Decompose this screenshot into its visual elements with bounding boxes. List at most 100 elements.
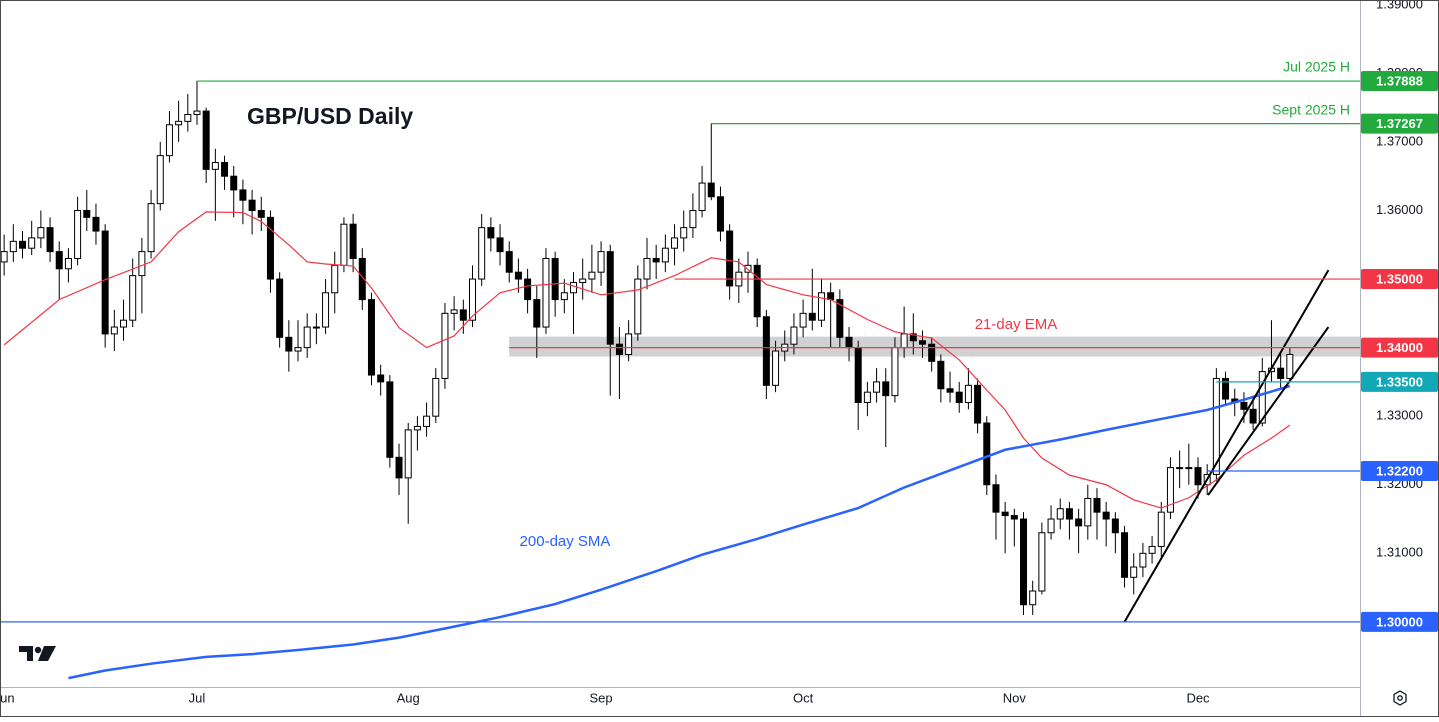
sma-label: 200-day SMA <box>520 533 611 550</box>
candle-body <box>1056 508 1064 520</box>
candle-body <box>817 292 825 321</box>
candle-body <box>652 257 660 263</box>
candle-body <box>386 381 394 458</box>
candle-body <box>1047 518 1055 534</box>
candle-body <box>597 251 605 273</box>
candle-body <box>468 278 476 321</box>
candle-body <box>689 209 697 229</box>
candle-body <box>496 237 504 253</box>
candle-body <box>1139 552 1147 568</box>
candle-body <box>524 278 532 301</box>
price-label-box <box>1361 461 1438 482</box>
candle-body <box>349 223 357 259</box>
candle-body <box>459 309 467 321</box>
candle-body <box>441 312 449 379</box>
candle-body <box>808 312 816 321</box>
candle-body <box>514 271 522 280</box>
candle-body <box>423 415 431 427</box>
candle-body <box>588 271 596 280</box>
price-label-box <box>1361 269 1438 290</box>
candle-body <box>46 227 54 253</box>
y-tick-label: 1.33000 <box>1376 408 1423 423</box>
candle-body <box>413 425 421 431</box>
candle-body <box>147 203 155 253</box>
candle-body <box>1185 467 1193 470</box>
candle-body <box>294 347 302 352</box>
candle-body <box>18 240 26 249</box>
logo-part <box>19 646 33 661</box>
candle-body <box>661 247 669 263</box>
candle-body <box>937 360 945 390</box>
candle-body <box>726 230 734 287</box>
candle-body <box>570 281 578 294</box>
settings-icon[interactable] <box>1393 690 1407 706</box>
candle-body <box>211 161 219 170</box>
trendline <box>1123 269 1330 623</box>
candle-body <box>257 209 265 218</box>
x-tick-label: Dec <box>1186 690 1210 705</box>
candle-body <box>1212 377 1220 475</box>
candle-body <box>680 227 688 239</box>
candle-body <box>1038 532 1046 592</box>
candle-body <box>165 124 173 157</box>
candle-body <box>671 237 679 249</box>
price-label-box <box>1361 71 1438 92</box>
x-tick-label: Oct <box>793 690 814 705</box>
candle-body <box>1286 353 1294 379</box>
candle-body <box>946 388 954 393</box>
price-label-box <box>1361 113 1438 134</box>
candle-body <box>285 336 293 352</box>
y-tick-label: 1.31000 <box>1376 545 1423 560</box>
candle-body <box>28 237 36 249</box>
candle-body <box>827 292 835 301</box>
logo-part <box>38 646 56 661</box>
candle-body <box>322 292 330 328</box>
candle-body <box>1020 518 1028 606</box>
candle-body <box>478 227 486 280</box>
candle-body <box>790 326 798 345</box>
candle-body <box>377 374 385 383</box>
candle-body <box>634 278 642 335</box>
candle-body <box>1084 497 1092 527</box>
x-tick-label: Aug <box>397 690 420 705</box>
price-label: 1.37888 <box>1376 73 1423 88</box>
candle-body <box>643 257 651 280</box>
candle-body <box>891 347 899 397</box>
candle-body <box>404 429 412 479</box>
candle-body <box>1258 371 1266 424</box>
candle-body <box>101 230 109 335</box>
candle-body <box>1130 566 1138 578</box>
candle-body <box>110 326 118 335</box>
x-tick-label: Jun <box>0 690 15 705</box>
candle-body <box>0 251 8 263</box>
price-label: 1.30000 <box>1376 614 1423 629</box>
candle-body <box>92 216 100 232</box>
ema-label: 21-day EMA <box>975 316 1058 333</box>
candle-body <box>432 377 440 417</box>
candle-body <box>395 456 403 479</box>
candle-body <box>175 120 183 126</box>
y-tick-label: 1.36000 <box>1376 202 1423 217</box>
candle-body <box>1166 467 1174 513</box>
candle-body <box>331 264 339 294</box>
candle-body <box>1277 367 1285 379</box>
candle-body <box>928 343 936 362</box>
candle-body <box>854 347 862 403</box>
candle-body <box>551 257 559 301</box>
candle-body <box>1176 467 1184 470</box>
price-label: 1.32200 <box>1376 463 1423 478</box>
candle-body <box>129 275 137 321</box>
candle-body <box>615 343 623 355</box>
candle-body <box>1001 511 1009 517</box>
candle-body <box>367 299 375 376</box>
candle-body <box>873 381 881 393</box>
price-label: 1.37267 <box>1376 116 1423 131</box>
candle-body <box>1240 401 1248 410</box>
price-axis: 1.390001.380001.370001.360001.350001.340… <box>1361 0 1438 632</box>
candle-body <box>992 484 1000 513</box>
settings-button[interactable] <box>1393 690 1407 706</box>
candle-body <box>707 182 715 198</box>
